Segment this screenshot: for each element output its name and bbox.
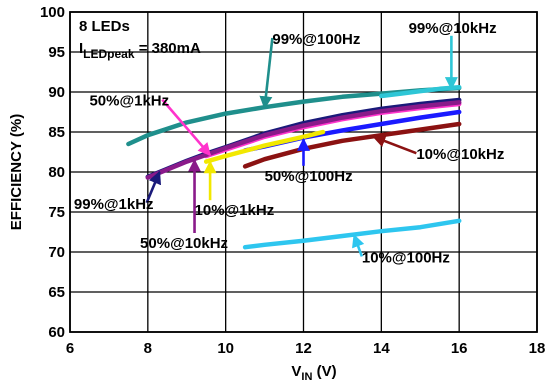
tick-labels: 6 8 10 12 14 16 18 60 65 70 75 80 85 90 95 100 — [40, 4, 545, 357]
info-box: 8 LEDs ILEDpeak = 380mA — [79, 18, 201, 61]
annotation-label-10-10khz: 10%@10kHz — [416, 146, 504, 163]
series-line-10-10khz — [242, 121, 462, 169]
x-axis-label-unit: (V) — [312, 363, 336, 380]
annotation-label-99-1khz: 99%@1kHz — [74, 196, 154, 213]
y-tick-label: 65 — [48, 284, 65, 301]
info-current-subscript: LEDpeak — [83, 47, 135, 61]
x-tick-label: 8 — [144, 340, 152, 357]
series-lines — [126, 84, 462, 250]
x-tick-label: 10 — [217, 340, 234, 357]
x-tick-label: 18 — [529, 340, 546, 357]
annotation-arrow-99-100hz — [259, 37, 274, 110]
annotation-label-50-100hz: 50%@100Hz — [265, 168, 353, 185]
info-current-value: = 380mA — [135, 40, 201, 57]
x-tick-label: 6 — [66, 340, 74, 357]
annotation-arrow-10-100hz — [352, 233, 365, 257]
y-tick-label: 80 — [48, 164, 65, 181]
x-tick-label: 12 — [295, 340, 312, 357]
y-axis-label: EFFICIENCY (%) — [8, 114, 25, 230]
series-line-10-1khz — [203, 129, 326, 164]
x-axis-label: VIN (V) — [291, 363, 336, 383]
annotation-label-10-100hz: 10%@100Hz — [362, 249, 450, 266]
y-tick-label: 75 — [48, 204, 65, 221]
grid — [69, 11, 538, 333]
y-tick-label: 60 — [48, 324, 65, 341]
info-led-current: ILEDpeak = 380mA — [79, 40, 201, 61]
info-led-count: 8 LEDs — [79, 18, 130, 35]
annotation-label-99-10khz: 99%@10kHz — [409, 20, 497, 37]
plot-frame — [69, 11, 538, 333]
x-axis-label-symbol: V — [291, 363, 301, 380]
annotation-arrow-99-1khz — [145, 170, 162, 204]
annotations: 99%@10kHz 99%@100Hz 50%@1kHz 10%@10kHz 50%@1… — [74, 20, 504, 267]
x-axis-label-subscript: IN — [301, 371, 312, 383]
annotation-label-99-100hz: 99%@100Hz — [272, 31, 360, 48]
annotation-arrow-10-10khz — [372, 134, 417, 155]
info-current-symbol: I — [79, 40, 83, 57]
y-tick-label: 70 — [48, 244, 65, 261]
annotation-arrow-50-1khz — [161, 98, 212, 157]
annotation-label-50-1khz: 50%@1kHz — [89, 93, 169, 110]
x-tick-label: 14 — [373, 340, 390, 357]
annotation-label-10-1khz: 10%@1kHz — [195, 202, 275, 219]
series-line-50-10khz — [145, 100, 462, 180]
x-tick-label: 16 — [451, 340, 468, 357]
y-tick-label: 95 — [48, 44, 65, 61]
y-tick-label: 85 — [48, 124, 65, 141]
annotation-label-50-10khz: 50%@10kHz — [140, 235, 228, 252]
y-tick-label: 90 — [48, 84, 65, 101]
y-tick-label: 100 — [40, 4, 65, 21]
series-line-10-100hz — [242, 218, 462, 250]
